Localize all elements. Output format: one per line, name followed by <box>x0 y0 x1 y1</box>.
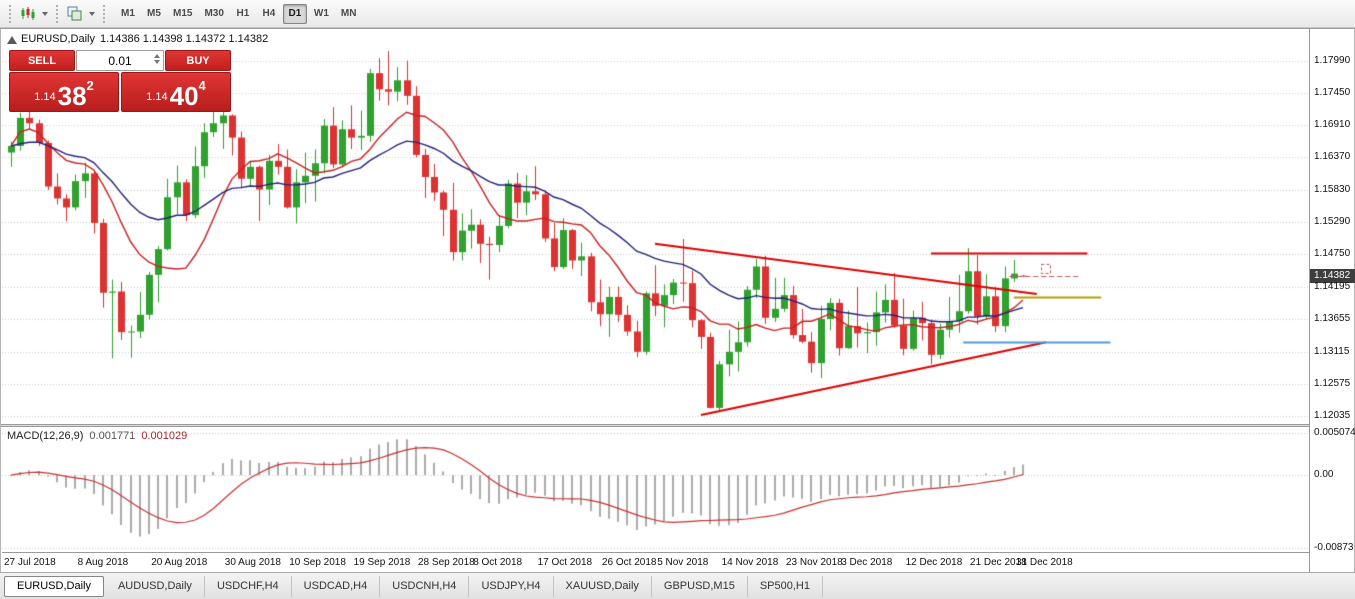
macd-axis-label: -0.00873 <box>1314 541 1354 553</box>
timeframe-h1[interactable]: H1 <box>236 8 250 19</box>
macd-axis-label: 0.00 <box>1314 469 1334 481</box>
timeframe-m15[interactable]: M15 <box>173 8 193 19</box>
date-axis-label: 23 Nov 2018 <box>786 557 843 568</box>
price-axis-label: 1.14750 <box>1314 247 1351 259</box>
price-axis-label: 1.17450 <box>1314 86 1351 98</box>
bid-prefix: 1.14 <box>34 91 56 103</box>
ask-big-digits: 40 <box>169 80 199 111</box>
toolbar-grip[interactable] <box>103 4 106 23</box>
macd-signal-value: 0.001029 <box>141 430 188 442</box>
date-axis-label: 8 Aug 2018 <box>77 557 129 568</box>
tab-audusd-daily[interactable]: AUDUSD,Daily <box>106 575 205 597</box>
date-axis-label: 12 Dec 2018 <box>905 557 963 568</box>
date-axis-label: 17 Oct 2018 <box>537 557 593 568</box>
macd-name-label: MACD(12,26,9) <box>7 430 84 442</box>
price-axis-label: 1.16370 <box>1314 151 1351 163</box>
price-axis-label: 1.15290 <box>1314 215 1351 227</box>
timeframe-mn[interactable]: MN <box>340 8 357 19</box>
toolbar-grip[interactable] <box>9 4 12 23</box>
tab-usdjpy-h4[interactable]: USDJPY,H4 <box>469 575 554 597</box>
tab-gbpusd-m15[interactable]: GBPUSD,M15 <box>652 575 748 597</box>
date-axis-label: 26 Oct 2018 <box>602 557 657 568</box>
one-click-collapse-icon[interactable] <box>7 36 17 44</box>
bottom-tabbar: EURUSD,Daily AUDUSD,Daily USDCHF,H4 USDCAD,… <box>0 572 1355 599</box>
tab-usdchf-h4[interactable]: USDCHF,H4 <box>205 575 292 597</box>
chart-window: EURUSD,Daily 1.14386 1.14398 1.14372 1.14… <box>0 28 1355 572</box>
timeframe-m30[interactable]: M30 <box>204 8 224 19</box>
date-axis-label: 8 Oct 2018 <box>473 557 523 568</box>
price-axis-label: 1.13115 <box>1314 345 1350 357</box>
date-axis[interactable]: 27 Jul 2018 8 Aug 2018 20 Aug 2018 30 Aug 2… <box>2 552 1309 572</box>
date-axis-label: 31 Dec 2018 <box>1016 557 1073 568</box>
date-axis-label: 20 Aug 2018 <box>151 557 208 568</box>
chevron-down-icon <box>42 11 48 16</box>
templates-button[interactable] <box>64 3 86 25</box>
date-axis-label: 28 Sep 2018 <box>418 557 475 568</box>
one-click-trading-panel: SELL 0.01 BUY 1.14 38 2 1.14 40 4 <box>9 50 231 112</box>
buy-button[interactable]: BUY <box>165 50 231 71</box>
date-axis-label: 21 Dec 2018 <box>970 557 1027 568</box>
templates-icon <box>67 6 82 21</box>
tab-sp500-h1[interactable]: SP500,H1 <box>748 575 823 597</box>
price-axis-label: 1.12575 <box>1314 377 1351 389</box>
timeframe-d1[interactable]: D1 <box>282 3 307 24</box>
tab-usdcad-h4[interactable]: USDCAD,H4 <box>292 575 381 597</box>
panel-splitter[interactable] <box>1 424 1309 427</box>
date-axis-label: 3 Dec 2018 <box>841 557 893 568</box>
macd-label-line: MACD(12,26,9) 0.001771 0.001029 <box>7 430 193 442</box>
volume-down-icon[interactable] <box>154 60 160 64</box>
price-axis[interactable]: 1.14382 1.17990 1.17450 1.16910 1.16370 1.15… <box>1309 29 1355 572</box>
tab-usdcnh-h4[interactable]: USDCNH,H4 <box>380 575 470 597</box>
price-axis-label: 1.16910 <box>1314 119 1351 131</box>
date-axis-label: 30 Aug 2018 <box>224 557 281 568</box>
price-axis-label: 1.17990 <box>1314 54 1351 66</box>
price-axis-label: 1.13655 <box>1314 313 1351 325</box>
symbol-period-label: EURUSD,Daily <box>21 33 95 45</box>
price-axis-label: 1.14195 <box>1314 281 1351 293</box>
price-axis-label: 1.15830 <box>1314 183 1351 195</box>
sell-button[interactable]: SELL <box>9 50 75 71</box>
timeframe-m5[interactable]: M5 <box>147 8 161 19</box>
tab-xauusd-daily[interactable]: XAUUSD,Daily <box>554 575 652 597</box>
volume-value: 0.01 <box>108 53 132 68</box>
volume-up-icon[interactable] <box>154 54 160 58</box>
timeframe-buttons: M1 M5 M15 M30 H1 H4 D1 W1 MN <box>115 3 362 24</box>
tab-eurusd-daily[interactable]: EURUSD,Daily <box>4 575 104 597</box>
current-price-badge: 1.14382 <box>1310 268 1355 283</box>
chart-info-line: EURUSD,Daily 1.14386 1.14398 1.14372 1.14… <box>21 33 273 45</box>
timeframe-m1[interactable]: M1 <box>121 8 135 19</box>
price-axis-label: 1.12035 <box>1314 409 1351 421</box>
templates-dropdown[interactable] <box>86 3 98 25</box>
toolbar: M1 M5 M15 M30 H1 H4 D1 W1 MN <box>0 0 1355 28</box>
macd-axis-label: 0.005074 <box>1314 427 1355 439</box>
bid-sup-digit: 2 <box>86 78 94 93</box>
date-axis-label: 27 Jul 2018 <box>4 557 56 568</box>
date-axis-label: 19 Sep 2018 <box>353 557 411 568</box>
ohlc-values: 1.14386 1.14398 1.14372 1.14382 <box>99 33 269 45</box>
chart-type-dropdown[interactable] <box>39 3 51 25</box>
timeframe-w1[interactable]: W1 <box>313 8 329 19</box>
timeframe-h4[interactable]: H4 <box>262 8 276 19</box>
chevron-down-icon <box>89 11 95 16</box>
date-axis-label: 14 Nov 2018 <box>721 557 779 568</box>
chart-type-icon <box>21 7 35 20</box>
sell-price-button[interactable]: 1.14 38 2 <box>9 72 119 112</box>
volume-input[interactable]: 0.01 <box>76 50 164 71</box>
buy-price-button[interactable]: 1.14 40 4 <box>121 72 231 112</box>
volume-spinner[interactable] <box>154 54 160 64</box>
ask-sup-digit: 4 <box>198 78 206 93</box>
ask-prefix: 1.14 <box>146 91 168 103</box>
chart-type-button[interactable] <box>17 3 39 25</box>
toolbar-grip[interactable] <box>56 4 59 23</box>
date-axis-label: 5 Nov 2018 <box>657 557 709 568</box>
date-axis-label: 10 Sep 2018 <box>289 557 346 568</box>
bid-big-digits: 38 <box>57 80 87 111</box>
macd-indicator-canvas[interactable] <box>2 427 1309 552</box>
macd-main-value: 0.001771 <box>89 430 136 442</box>
